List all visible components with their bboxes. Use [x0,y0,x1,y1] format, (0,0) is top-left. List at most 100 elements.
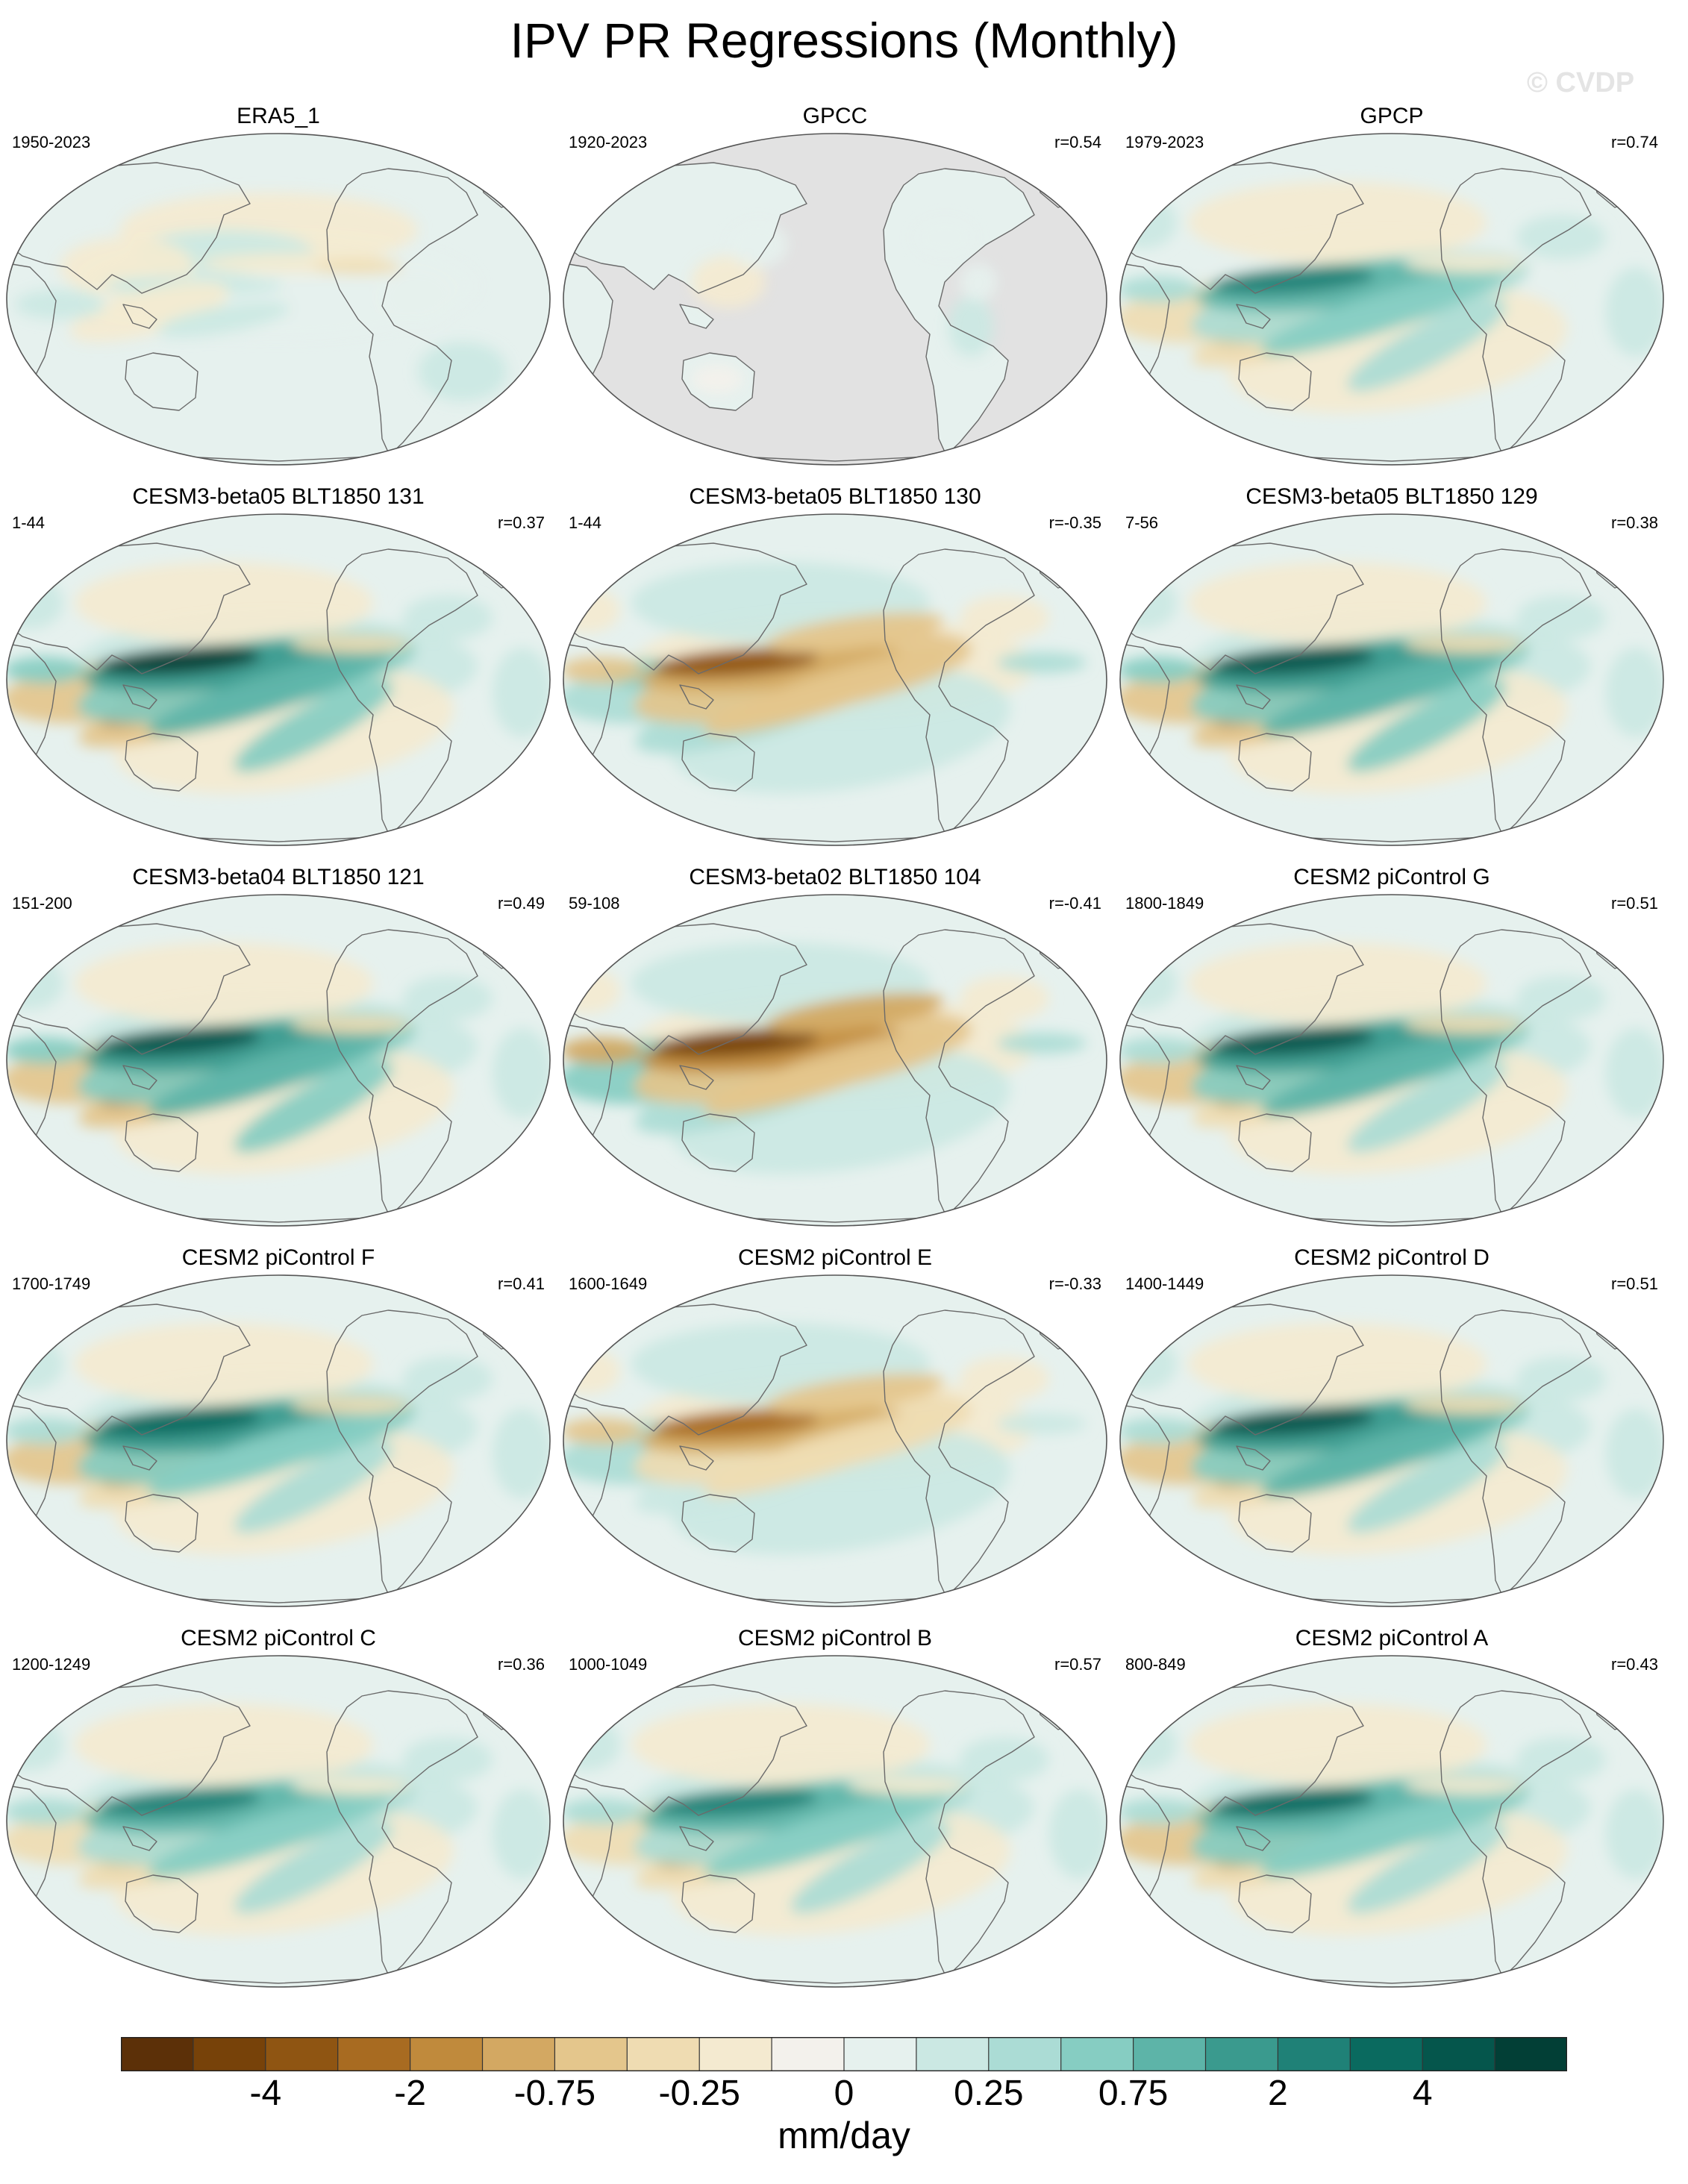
precip-regression-map [1119,1655,1664,1988]
panel-year-range: 1600-1649 [569,1274,648,1293]
map-panel: CESM3-beta05 BLT1850 131 1-44 r=0.37 [0,484,557,846]
precip-regression-map [6,133,551,466]
coastline-americas [326,168,478,456]
map-outline [563,513,1107,846]
coastline-africa [1120,1024,1170,1152]
panel-correlation: r=0.36 [498,1655,545,1674]
coastline-eurasia [563,1304,807,1436]
coastline-eurasia [563,542,807,675]
coastline-maritime [122,684,157,710]
coastline-maritime [122,304,157,329]
coastline-maritime [679,1826,714,1851]
map-panel: GPCP 1979-2023 r=0.74 [1113,103,1670,466]
coastline-australia [681,1494,755,1553]
colorbar-frame [121,2037,1567,2071]
coastline-maritime [122,1826,157,1851]
colorbar [121,2037,1567,2071]
coastline-africa [563,643,613,772]
map-outline [563,1274,1107,1607]
coastline-africa [563,1785,613,1913]
colorbar-swatch [337,2037,411,2071]
map-outline [1119,894,1664,1227]
panel-correlation: r=0.37 [498,513,545,532]
panel-title: GPCC [802,104,868,128]
colorbar-swatch [265,2037,339,2071]
precip-regression-map [563,133,1107,466]
panel-correlation: r=0.74 [1611,133,1658,151]
coastline-eurasia [1120,923,1364,1055]
panel-year-range: 1200-1249 [12,1655,91,1674]
colorbar-swatch [699,2037,772,2071]
map-panel: CESM2 piControl C 1200-1249 r=0.36 [0,1625,557,1988]
panel-correlation: r=0.49 [498,894,545,913]
panel-year-range: 1-44 [569,513,602,532]
map-outline [6,1655,551,1988]
coastline-eurasia [7,1304,251,1436]
precip-anomaly-field [563,562,1087,794]
coastline-maritime [1236,1445,1271,1471]
coastline-australia [125,352,199,411]
map-panel: CESM2 piControl F 1700-1749 r=0.41 [0,1245,557,1607]
colorbar-tick-label: -2 [394,2074,426,2113]
precip-anomaly-field [7,1703,550,1936]
coastline-australia [125,1494,199,1553]
panel-year-range: 1000-1049 [569,1655,648,1674]
coastline-maritime [1236,1065,1271,1090]
coastline-maritime [122,1065,157,1090]
panel-title: CESM2 piControl D [1294,1245,1489,1270]
panel-title: CESM2 piControl F [181,1245,375,1270]
panel-correlation: r=0.41 [498,1274,545,1293]
coastline-africa [7,1404,57,1533]
precip-anomaly-field [563,1703,1107,1936]
coastline-australia [681,1113,755,1172]
coastline-africa [563,263,613,391]
coastline-australia [681,352,755,411]
map-panel: GPCC 1920-2023 r=0.54 [557,103,1113,466]
coastline-eurasia [7,1684,251,1816]
colorbar-swatch [193,2037,266,2071]
map-panel: CESM3-beta04 BLT1850 121 151-200 r=0.49 [0,864,557,1227]
coastline-australia [1238,1113,1312,1172]
precip-regression-map [1119,894,1664,1227]
map-outline [6,894,551,1227]
coastline-eurasia [563,162,807,294]
panel-correlation: r=0.38 [1611,513,1658,532]
colorbar-tick-label: -4 [249,2074,282,2113]
coastline-eurasia [1120,162,1364,294]
precip-regression-map [563,1274,1107,1607]
colorbar-swatch [1205,2037,1278,2071]
map-outline [1119,1655,1664,1988]
panel-year-range: 1920-2023 [569,133,648,151]
precip-anomaly-field [563,1323,1087,1555]
panel-title: CESM3-beta05 BLT1850 130 [689,484,981,509]
colorbar-swatch [554,2037,628,2071]
coastline-eurasia [1120,1304,1364,1436]
coastline-americas [326,929,478,1217]
precip-regression-map [1119,133,1664,466]
precip-anomaly-field [1120,1323,1663,1555]
precip-anomaly-field [1120,942,1663,1174]
panel-title: CESM3-beta05 BLT1850 129 [1245,484,1538,509]
colorbar-tick-label: 2 [1268,2074,1288,2113]
coastline-americas [883,548,1035,836]
colorbar-tick-label: 0 [834,2074,854,2113]
coastline-australia [125,733,199,792]
panel-year-range: 1950-2023 [12,133,91,151]
coastline-maritime [679,1445,714,1471]
coastline-africa [1120,263,1170,391]
panel-year-range: 1400-1449 [1125,1274,1204,1293]
coastline-australia [125,1113,199,1172]
coastline-eurasia [7,542,251,675]
precip-regression-map [563,513,1107,846]
coastline-americas [326,1690,478,1978]
panel-title: CESM2 piControl E [737,1245,933,1270]
precip-regression-map [6,513,551,846]
map-panel: CESM2 piControl D 1400-1449 r=0.51 [1113,1245,1670,1607]
precip-regression-map [6,894,551,1227]
map-panel: CESM3-beta02 BLT1850 104 59-108 r=-0.41 [557,864,1113,1227]
coastline-eurasia [1120,1684,1364,1816]
panel-year-range: 1979-2023 [1125,133,1204,151]
colorbar-swatch [1060,2037,1134,2071]
panel-title: ERA5_1 [237,104,320,128]
colorbar-swatch [121,2037,194,2071]
